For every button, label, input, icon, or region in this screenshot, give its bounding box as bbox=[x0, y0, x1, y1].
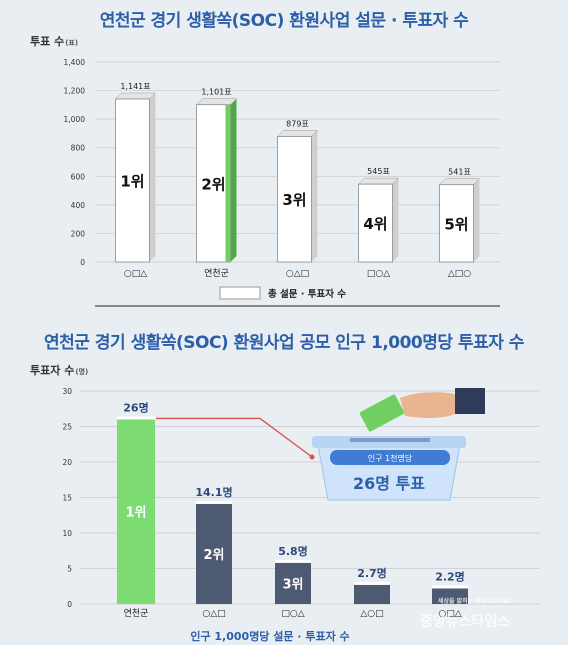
chart1-category-label: △□○ bbox=[448, 269, 471, 279]
chart1-legend-swatch bbox=[219, 286, 261, 300]
chart1-y-tick: 1,000 bbox=[64, 115, 86, 124]
chart2-y-tick: 15 bbox=[62, 494, 72, 503]
chart1-title: 연천군 경기 생활쏙(SOC) 환원사업 설문 · 투표자 수 bbox=[99, 11, 469, 31]
chart2-y-axis-label: 투표자 수(명) bbox=[30, 363, 88, 377]
chart1-legend-label: 총 설문 · 투표자 수 bbox=[268, 288, 346, 300]
chart1-rank-label: 2위 bbox=[201, 175, 225, 193]
chart2-bar bbox=[432, 588, 468, 604]
chart2-bar-cap bbox=[275, 559, 311, 563]
chart2-callout-dot bbox=[309, 454, 315, 460]
chart1-y-tick: 800 bbox=[71, 144, 86, 153]
chart2-category-label: ○□△ bbox=[438, 609, 461, 619]
chart1-bar-top bbox=[276, 130, 319, 137]
chart2-value-label: 26명 bbox=[123, 400, 148, 414]
chart2-category-label: △○□ bbox=[360, 609, 383, 619]
chart1-value-label: 879표 bbox=[286, 119, 309, 128]
chart2-y-tick: 5 bbox=[67, 565, 72, 574]
chart1-value-label: 1,101표 bbox=[201, 88, 231, 97]
chart1-rank-label: 4위 bbox=[363, 215, 387, 233]
chart2-bar bbox=[196, 503, 232, 604]
chart1-rank-label: 1위 bbox=[120, 173, 144, 191]
watermark-logo: 중앙뉴스타임스 bbox=[420, 613, 510, 630]
chart1-y-tick: 1,400 bbox=[64, 58, 86, 67]
chart2-rank-label: 3위 bbox=[282, 577, 303, 592]
chart2-y-tick: 20 bbox=[62, 458, 72, 467]
ballot-label-pill bbox=[330, 450, 450, 465]
chart1-rank-label: 5위 bbox=[444, 215, 468, 233]
chart2-y-tick: 0 bbox=[67, 600, 72, 609]
watermark-small: 세상을 밝히는 중앙뉴스타임스 bbox=[438, 597, 514, 605]
chart1-value-label: 541표 bbox=[448, 168, 471, 177]
chart1-category-label: ○△□ bbox=[286, 269, 309, 279]
chart2-legend-label: 인구 1,000명당 설문 · 투표자 수 bbox=[190, 629, 349, 643]
chart1-bar bbox=[439, 184, 474, 263]
chart1-y-tick: 400 bbox=[71, 201, 86, 210]
chart1-bar bbox=[277, 136, 312, 263]
chart1-bar-top bbox=[114, 92, 157, 100]
chart1-bar-side bbox=[473, 178, 480, 262]
chart2-rank-label: 2위 bbox=[203, 548, 224, 563]
chart1-value-label: 545표 bbox=[367, 167, 390, 176]
chart2-frame: 투표자 수(명) bbox=[30, 363, 88, 377]
chart1-category-label: 연천군 bbox=[204, 268, 229, 279]
chart2-rank-label: 1위 bbox=[125, 506, 146, 521]
chart1-bar bbox=[115, 98, 150, 263]
chart2-bar bbox=[275, 562, 311, 604]
chart1-bar-side bbox=[392, 178, 399, 262]
chart1-rank-label: 3위 bbox=[282, 191, 306, 209]
chart1-y-tick: 200 bbox=[71, 229, 86, 238]
chart1-y-tick: 1,200 bbox=[64, 87, 86, 96]
ballot-value-text: 26명 투표 bbox=[353, 474, 425, 493]
chart1-frame: 투표 수(표) 총 설문 · 투표자 수 bbox=[30, 35, 500, 307]
chart2-bar bbox=[354, 584, 390, 604]
chart2-callout-line bbox=[156, 417, 313, 458]
chart1-bar-side bbox=[230, 98, 237, 262]
chart1-y-tick: 0 bbox=[80, 258, 85, 267]
chart2-y-tick: 10 bbox=[62, 529, 72, 538]
chart1-y-axis-label: 투표 수(표) bbox=[30, 35, 78, 48]
chart1-value-label: 1,141표 bbox=[120, 82, 150, 91]
chart2-y-tick: 25 bbox=[62, 423, 72, 432]
chart1-y-tick: 600 bbox=[71, 172, 86, 181]
chart1-bar-top bbox=[438, 178, 481, 185]
ballot-box-illustration: 인구 1천명당 26명 투표 bbox=[312, 388, 485, 501]
chart2-bar-cap bbox=[432, 585, 468, 589]
chart1-bar bbox=[358, 183, 393, 263]
chart1-bar-side bbox=[311, 130, 318, 262]
chart2-category-label: ○△□ bbox=[202, 609, 225, 619]
chart2-title: 연천군 경기 생활쏙(SOC) 환원사업 공모 인구 1,000명당 투표자 수 bbox=[44, 333, 524, 353]
ballot-box-slot bbox=[350, 438, 430, 442]
chart2-bar bbox=[117, 419, 155, 604]
chart2-value-label: 2.2명 bbox=[435, 569, 465, 583]
chart2-category-label: □○△ bbox=[281, 609, 304, 619]
ballot-label-text: 인구 1천명당 bbox=[368, 453, 413, 463]
chart2-bar-cap bbox=[196, 500, 232, 504]
ballot-paper bbox=[359, 394, 405, 432]
chart2-bar-cap bbox=[354, 581, 390, 585]
chart1-bar-highlight bbox=[225, 104, 231, 262]
chart2-category-label: 연천군 bbox=[124, 608, 149, 619]
sleeve-cuff bbox=[455, 388, 485, 414]
chart2-value-label: 14.1명 bbox=[195, 485, 232, 499]
chart1-bar-top bbox=[357, 177, 400, 185]
chart1-category-label: □○△ bbox=[367, 269, 390, 279]
chart1-category-label: ○□△ bbox=[124, 269, 147, 279]
chart1-bar-top bbox=[195, 98, 238, 105]
chart2-y-tick: 30 bbox=[62, 387, 72, 396]
chart1-bar-side bbox=[149, 93, 156, 262]
chart2-value-label: 2.7명 bbox=[357, 566, 387, 580]
chart2-bar-cap bbox=[117, 416, 155, 420]
chart2-value-label: 5.8명 bbox=[278, 544, 308, 558]
hand-shape bbox=[400, 392, 455, 418]
